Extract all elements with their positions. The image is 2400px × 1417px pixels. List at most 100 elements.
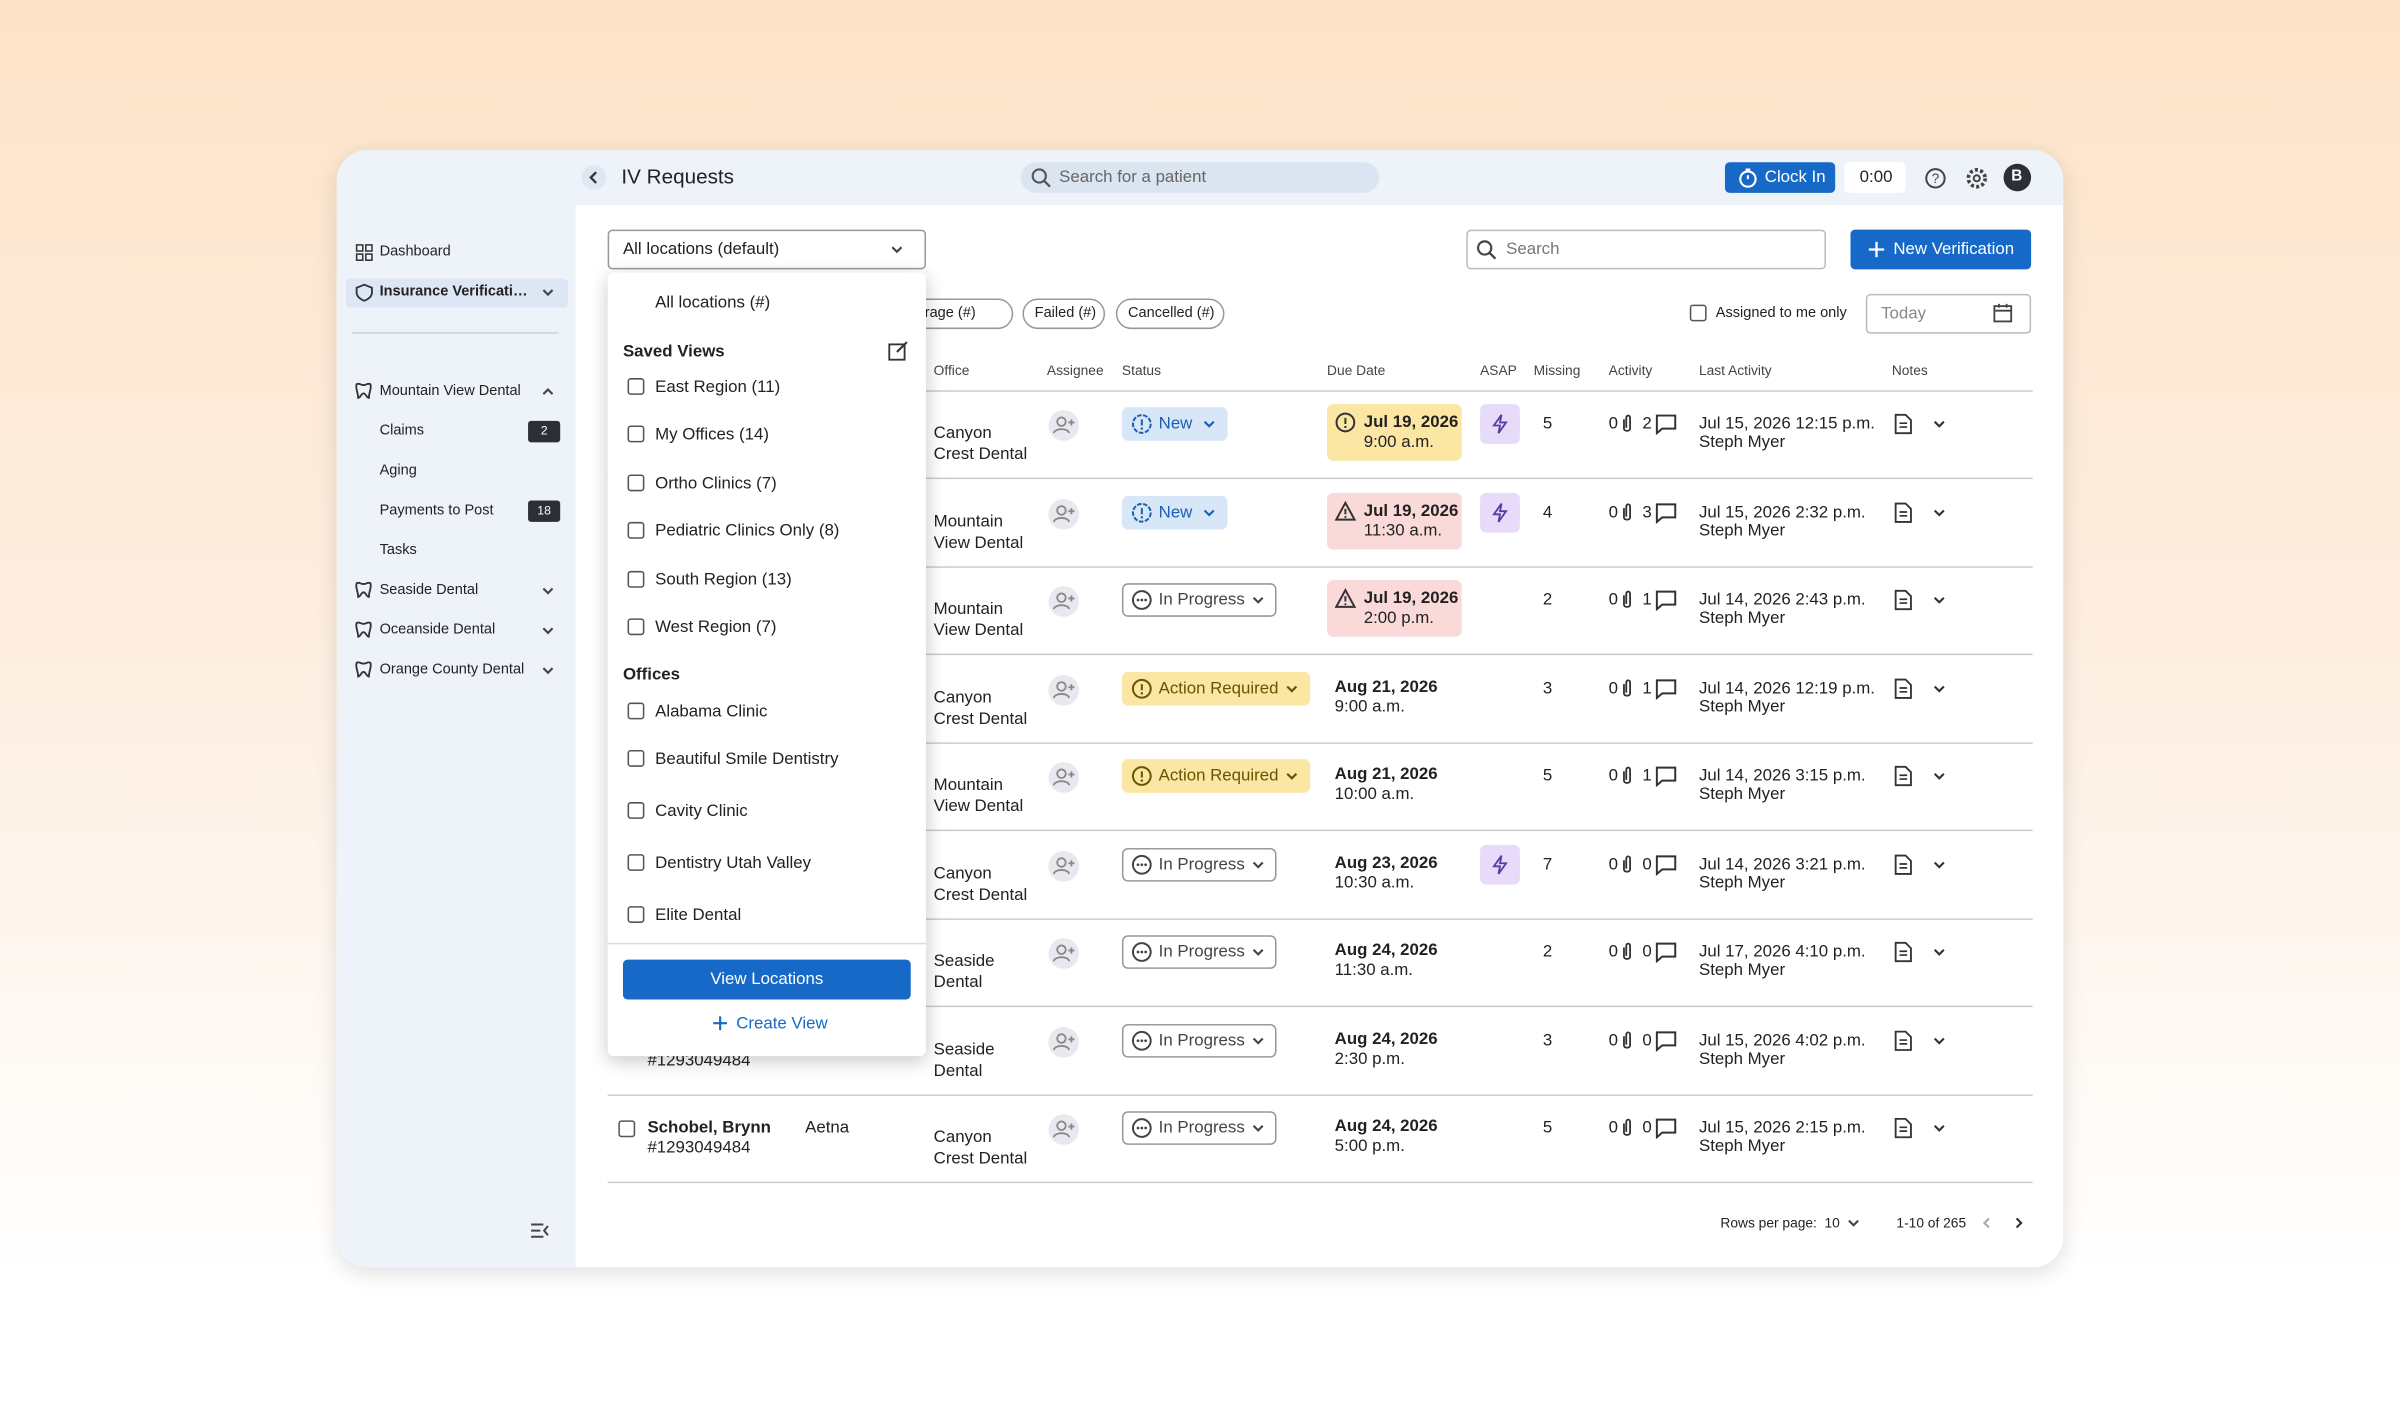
expand-toggle[interactable] [540,663,555,678]
status-chip[interactable] [1121,759,1311,793]
comment-icon[interactable] [1655,1029,1678,1051]
status-dropdown[interactable] [1251,944,1266,959]
comment-icon[interactable] [1655,413,1678,435]
office-group[interactable]: Oceanside Dental [379,621,496,639]
row-open[interactable] [1932,592,1947,607]
status-chip[interactable] [1121,1111,1277,1145]
edit-views[interactable] [888,340,909,361]
notes-icon[interactable] [1893,765,1913,787]
row-open[interactable] [1932,1120,1947,1135]
table-search[interactable] [1466,229,1827,270]
row-open[interactable] [1932,1032,1947,1047]
office-checkbox[interactable] [627,702,645,720]
notes-icon[interactable] [1893,589,1913,611]
view-checkbox[interactable] [627,426,645,443]
status-chip[interactable] [1121,495,1228,529]
assign-button[interactable] [1048,586,1080,617]
collapse-sidebar[interactable] [530,1221,550,1239]
status-chip[interactable] [1121,583,1277,617]
comment-icon[interactable] [1655,765,1678,787]
chevron[interactable] [540,285,555,300]
date-picker[interactable] [1865,293,2032,334]
status-dropdown[interactable] [1202,416,1217,431]
office-checkbox[interactable] [627,906,645,923]
row-checkbox[interactable] [618,1120,636,1138]
comment-icon[interactable] [1655,941,1678,963]
assign-button[interactable] [1048,1026,1080,1057]
assign-button[interactable] [1048,850,1080,881]
status-chip[interactable] [1121,1023,1277,1057]
office-checkbox[interactable] [627,854,645,871]
notes-icon[interactable] [1893,501,1913,523]
location-select[interactable] [607,229,927,270]
nav-subitem[interactable]: Aging [379,462,417,480]
prev-page[interactable] [1979,1215,1994,1230]
settings-icon[interactable] [1965,167,1988,190]
office-group[interactable]: Mountain View Dental [379,382,521,400]
comment-icon[interactable] [1655,677,1678,699]
view-checkbox[interactable] [627,474,645,492]
patient-search[interactable] [1020,162,1380,193]
office-checkbox[interactable] [627,749,645,767]
help-icon[interactable]: ? [1924,167,1947,190]
comment-icon[interactable] [1655,853,1678,875]
row-open[interactable] [1932,416,1947,431]
status-chip[interactable] [1121,935,1277,969]
office-group[interactable]: Seaside Dental [379,581,479,599]
comment-icon[interactable] [1655,501,1678,523]
chevron[interactable] [1846,1215,1861,1230]
row-open[interactable] [1932,944,1947,959]
row-open[interactable] [1932,680,1947,695]
assign-button[interactable] [1048,762,1080,793]
nav-subitem[interactable]: Claims [379,422,425,440]
nav-item[interactable]: Dashboard [379,243,451,261]
status-dropdown[interactable] [1251,856,1266,871]
view-locations-button[interactable] [622,959,911,1000]
assign-button[interactable] [1048,1114,1080,1145]
status-chip[interactable] [1121,407,1228,441]
chevron[interactable] [889,242,904,257]
back-button[interactable] [581,165,607,190]
assign-button[interactable] [1048,498,1080,529]
notes-icon[interactable] [1893,1117,1913,1139]
view-checkbox[interactable] [627,570,645,588]
filter-chip[interactable] [1022,298,1106,330]
row-open[interactable] [1932,768,1947,783]
status-dropdown[interactable] [1284,680,1299,695]
row-open[interactable] [1932,856,1947,871]
assigned-checkbox[interactable] [1689,304,1707,322]
notes-icon[interactable] [1893,941,1913,963]
notes-icon[interactable] [1893,853,1913,875]
expand-toggle[interactable] [540,623,555,638]
assign-button[interactable] [1048,410,1080,441]
assign-button[interactable] [1048,674,1080,705]
notes-icon[interactable] [1893,413,1913,435]
view-checkbox[interactable] [627,522,645,540]
expand-toggle[interactable] [540,583,555,598]
dropdown-all-option[interactable]: All locations (#) [655,293,771,313]
nav-item[interactable]: Insurance Verificati… [379,283,528,300]
view-checkbox[interactable] [627,378,645,395]
status-dropdown[interactable] [1251,592,1266,607]
next-page[interactable] [2011,1215,2026,1230]
comment-icon[interactable] [1655,589,1678,611]
expand-toggle[interactable] [540,384,555,399]
nav-subitem[interactable]: Tasks [379,541,417,559]
status-chip[interactable] [1121,671,1311,705]
clock-in-button[interactable] [1724,162,1836,193]
nav-subitem[interactable]: Payments to Post [379,502,494,519]
avatar[interactable] [2003,163,2032,192]
notes-icon[interactable] [1893,677,1913,699]
comment-icon[interactable] [1655,1117,1678,1139]
status-dropdown[interactable] [1251,1032,1266,1047]
filter-chip[interactable] [1115,298,1225,330]
office-checkbox[interactable] [627,802,645,819]
row-open[interactable] [1932,504,1947,519]
rows-per-page[interactable]: 10 [1824,1215,1840,1231]
create-view-link[interactable]: Create View [736,1014,828,1034]
view-checkbox[interactable] [627,618,645,636]
status-dropdown[interactable] [1284,768,1299,783]
notes-icon[interactable] [1893,1029,1913,1051]
status-dropdown[interactable] [1202,504,1217,519]
status-dropdown[interactable] [1251,1120,1266,1135]
